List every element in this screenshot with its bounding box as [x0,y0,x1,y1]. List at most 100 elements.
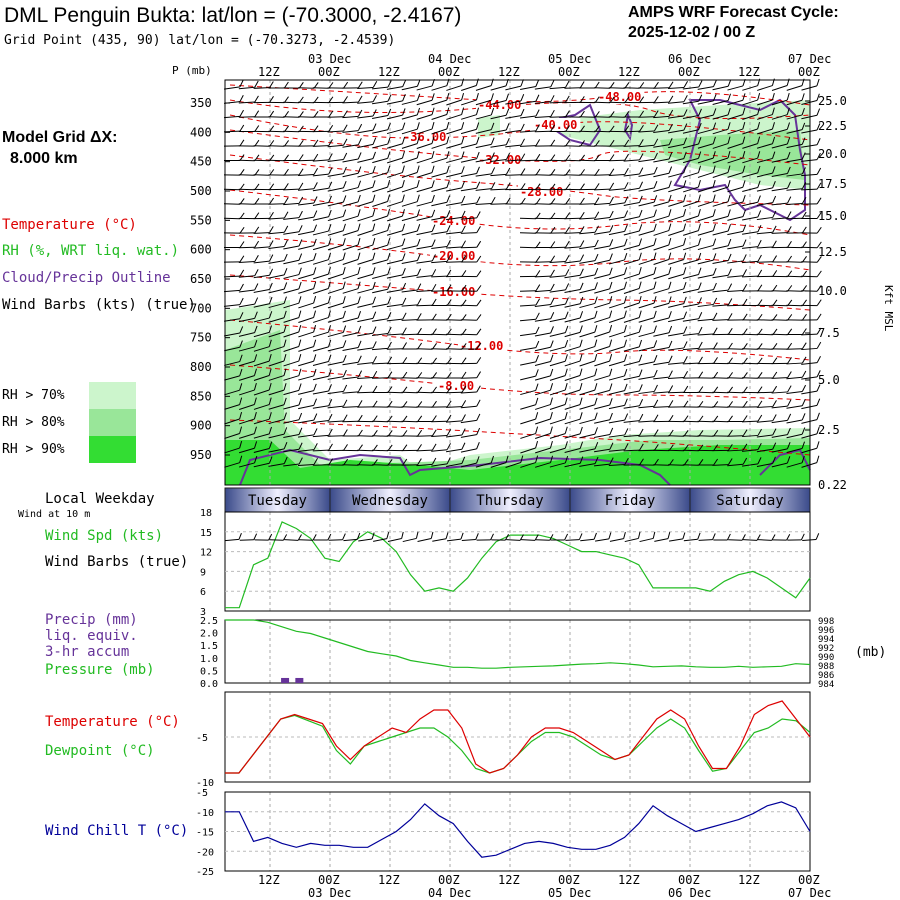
wind-barb-staff [401,100,418,105]
wind-barb-flag [742,224,747,232]
wind-barb [460,399,481,409]
wind-barb-flag [624,413,629,421]
wind-barb [549,183,571,191]
wind-barb-staff [283,331,299,338]
pressure-axis-label: P (mb) [172,64,212,77]
wind-barb-staff [742,143,758,149]
wind-barb-staff [741,260,759,264]
wind-barb [253,96,274,104]
cloud-outlines [239,98,811,486]
wind-barb [771,314,793,321]
wind-barb-staff [668,332,684,337]
wind-barb-flag [653,384,658,392]
wind-barb-staff [283,274,300,279]
wind-barb-flag [816,138,821,146]
wind-barb [238,311,258,323]
wind-barb [253,354,272,367]
wind-barb-staff [534,346,551,352]
wind-barb-flag [402,238,406,246]
pressure-tick-label: 986 [818,671,834,681]
wind-barb [460,255,482,263]
wind-barb-flag [638,310,642,318]
top-time-tick-label: 12Z [738,65,760,79]
wind-barb [460,342,482,350]
wind-barb-flag [653,355,658,363]
wind-barb-staff [638,230,655,236]
wind-barb-flag [757,136,761,144]
wind-barb-flag [431,180,435,188]
wind-barb [431,372,452,379]
wind-barb-staff [520,100,536,105]
wind-barb-flag [298,253,303,261]
wind-barb [801,108,821,120]
wind-barb [401,150,420,164]
wind-barb [371,459,393,466]
wind-barb [579,325,598,338]
wind-barb [238,339,258,352]
wind-barb-flag [476,427,481,435]
wind-barb-flag [282,534,288,541]
grid-point-subtitle: Grid Point (435, 90) lat/lon = (-70.3273… [4,33,396,48]
wind-barb [445,225,466,235]
wind-barb-flag [387,165,391,173]
wind-barb [342,296,361,309]
wind-barb-flag [550,198,556,205]
wind-barb-flag [357,385,363,393]
wind-barb [594,267,613,279]
wind-barb-staff [460,217,477,220]
wind-barb-staff [223,130,241,133]
wind-barb [357,281,376,294]
wind-barb-flag [712,194,716,202]
wind-barb [682,94,703,105]
wind-barb-staff [667,86,685,90]
wind-barb-staff [446,448,462,453]
wind-barb [697,415,719,423]
wind-barb [534,198,556,205]
wind-barb-flag [387,297,392,305]
wind-barb-flag [801,122,806,130]
wind-barb-staff [594,331,610,338]
wind-barb-flag [565,183,571,191]
wind-barb-staff [460,304,477,307]
wind-barb-flag [401,209,405,217]
wind-barb-staff [771,217,788,220]
wind-barb-staff [623,244,640,251]
legend-rh: RH (%, WRT liq. wat.) [2,243,180,259]
wind-barb-flag [328,238,332,246]
wind-barb-staff [593,217,611,220]
wind-barb-flag [372,223,376,231]
wind-barb-flag [727,268,732,276]
wind-barb-staff [771,391,788,394]
wind-barb [549,169,571,176]
wind-barb-staff [283,101,300,104]
precip-tick-label: 0.0 [200,679,218,690]
wind-barb-flag [786,151,791,159]
wind-barb-flag [816,108,821,116]
wind-barb-flag [816,455,820,463]
wind-barb [579,197,600,205]
wind-barb-staff [623,375,640,381]
wind-barb [549,240,570,249]
wind-barb-flag [727,238,732,246]
wind-barb-staff [238,86,255,90]
wind-barb [593,111,615,118]
wind-barb [224,411,243,425]
wind-barb [416,443,437,452]
wind-barb-flag [594,183,600,190]
wind-barb [638,252,657,265]
wind-barb-flag [313,310,317,318]
wind-barb-staff [712,114,729,120]
wind-barb-flag [313,224,318,232]
wind-barb-flag [461,136,465,144]
wind-barb-flag [461,107,465,115]
wind-barb-staff [238,317,255,323]
wind-barb-staff [786,376,803,380]
wind-barb-staff [401,289,418,293]
wind-barb [638,238,657,251]
wind-barb-flag [698,252,702,261]
wind-barb-flag [609,82,615,89]
wind-barb-flag [593,532,597,540]
wind-barb-flag [254,441,258,449]
wind-barb-staff [564,260,581,264]
wind-barb [519,139,541,147]
